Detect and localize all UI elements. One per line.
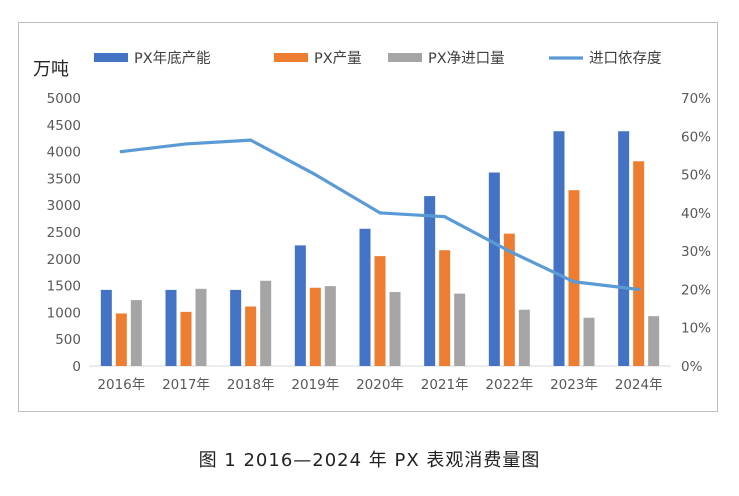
- legend: PX年底产能 PX产量 PX净进口量 进口依存度: [94, 50, 662, 67]
- bar: [165, 289, 177, 366]
- y-left-tick-label: 0: [72, 359, 81, 375]
- y-right-tick-label: 10%: [681, 321, 711, 337]
- bar: [324, 286, 336, 366]
- bar: [518, 309, 530, 366]
- y-right-tick-label: 20%: [681, 282, 711, 298]
- bar: [439, 250, 451, 366]
- line-point: [572, 280, 576, 284]
- bar: [374, 256, 386, 366]
- line-point: [637, 287, 641, 292]
- legend-label: 进口依存度: [589, 50, 662, 67]
- legend-swatch: [94, 53, 128, 62]
- bar: [230, 289, 242, 366]
- y-right-tick-label: 60%: [681, 129, 711, 145]
- bar: [488, 172, 500, 366]
- line-point: [507, 249, 511, 253]
- y-left-tick-label: 5000: [47, 91, 81, 107]
- x-tick-label: 2016年: [97, 377, 145, 393]
- y-left-tick-label: 3000: [47, 198, 81, 214]
- x-tick-label: 2024年: [615, 377, 663, 393]
- bar: [260, 280, 272, 366]
- y-right-tick-label: 70%: [681, 91, 711, 107]
- bar: [359, 228, 371, 366]
- bar: [180, 311, 192, 366]
- x-tick-label: 2018年: [227, 377, 275, 393]
- bar: [115, 313, 127, 366]
- x-tick-label: 2019年: [291, 377, 339, 393]
- bar: [195, 288, 207, 366]
- y-left-tick-label: 4500: [47, 118, 81, 134]
- bar: [568, 190, 580, 366]
- bar: [648, 316, 660, 366]
- y-right-tick-label: 40%: [681, 206, 711, 222]
- left-axis-unit-label: 万吨: [33, 59, 69, 80]
- y-left-tick-label: 500: [55, 332, 81, 348]
- bar: [503, 233, 515, 366]
- y-right-tick-label: 0%: [681, 359, 703, 375]
- bar: [130, 300, 142, 366]
- x-tick-label: 2017年: [162, 377, 210, 393]
- legend-label: PX产量: [314, 50, 362, 67]
- bar: [618, 131, 630, 366]
- bar: [454, 293, 466, 366]
- line-point: [313, 172, 317, 177]
- y-left-tick-label: 4000: [47, 145, 81, 161]
- y-left-tick-label: 1500: [47, 279, 81, 295]
- axes: 0 500 1000 1500 2000 2500 3000 3500 4000 4500 5000…: [47, 91, 712, 393]
- bar: [294, 245, 306, 366]
- legend-swatch: [274, 53, 308, 62]
- y-left-tick-label: 3500: [47, 171, 81, 187]
- bar: [245, 306, 257, 366]
- x-tick-label: 2023年: [550, 377, 598, 393]
- bar: [389, 292, 401, 366]
- y-right-tick-label: 30%: [681, 244, 711, 260]
- x-tick-label: 2022年: [485, 377, 533, 393]
- line-series: [119, 138, 641, 292]
- legend-swatch: [388, 53, 422, 62]
- y-left-tick-label: 2500: [47, 225, 81, 241]
- x-tick-label: 2021年: [421, 377, 469, 393]
- figure-caption: 图 1 2016—2024 年 PX 表观消费量图: [198, 450, 541, 471]
- x-tick-label: 2020年: [356, 377, 404, 393]
- line-point: [443, 215, 447, 219]
- bar: [424, 196, 436, 366]
- bar: [633, 161, 645, 366]
- chart: 万吨 PX年底产能 PX产量 PX净进口量 进口依存度 0 500 1000 1500 200…: [33, 50, 712, 393]
- line-point: [184, 142, 188, 146]
- bar: [100, 289, 112, 366]
- legend-label: PX净进口量: [428, 50, 505, 67]
- y-left-tick-label: 2000: [47, 252, 81, 268]
- legend-label: PX年底产能: [134, 50, 211, 67]
- bar: [553, 131, 565, 366]
- bars: [100, 131, 660, 366]
- bar: [583, 317, 595, 366]
- bar: [309, 287, 321, 366]
- line-point: [249, 138, 253, 142]
- y-left-tick-label: 1000: [47, 305, 81, 321]
- line-point: [378, 211, 382, 215]
- line-point: [119, 150, 123, 154]
- y-right-tick-label: 50%: [681, 168, 711, 184]
- chart-frame: 万吨 PX年底产能 PX产量 PX净进口量 进口依存度 0 500 1000 1500 200…: [18, 22, 718, 412]
